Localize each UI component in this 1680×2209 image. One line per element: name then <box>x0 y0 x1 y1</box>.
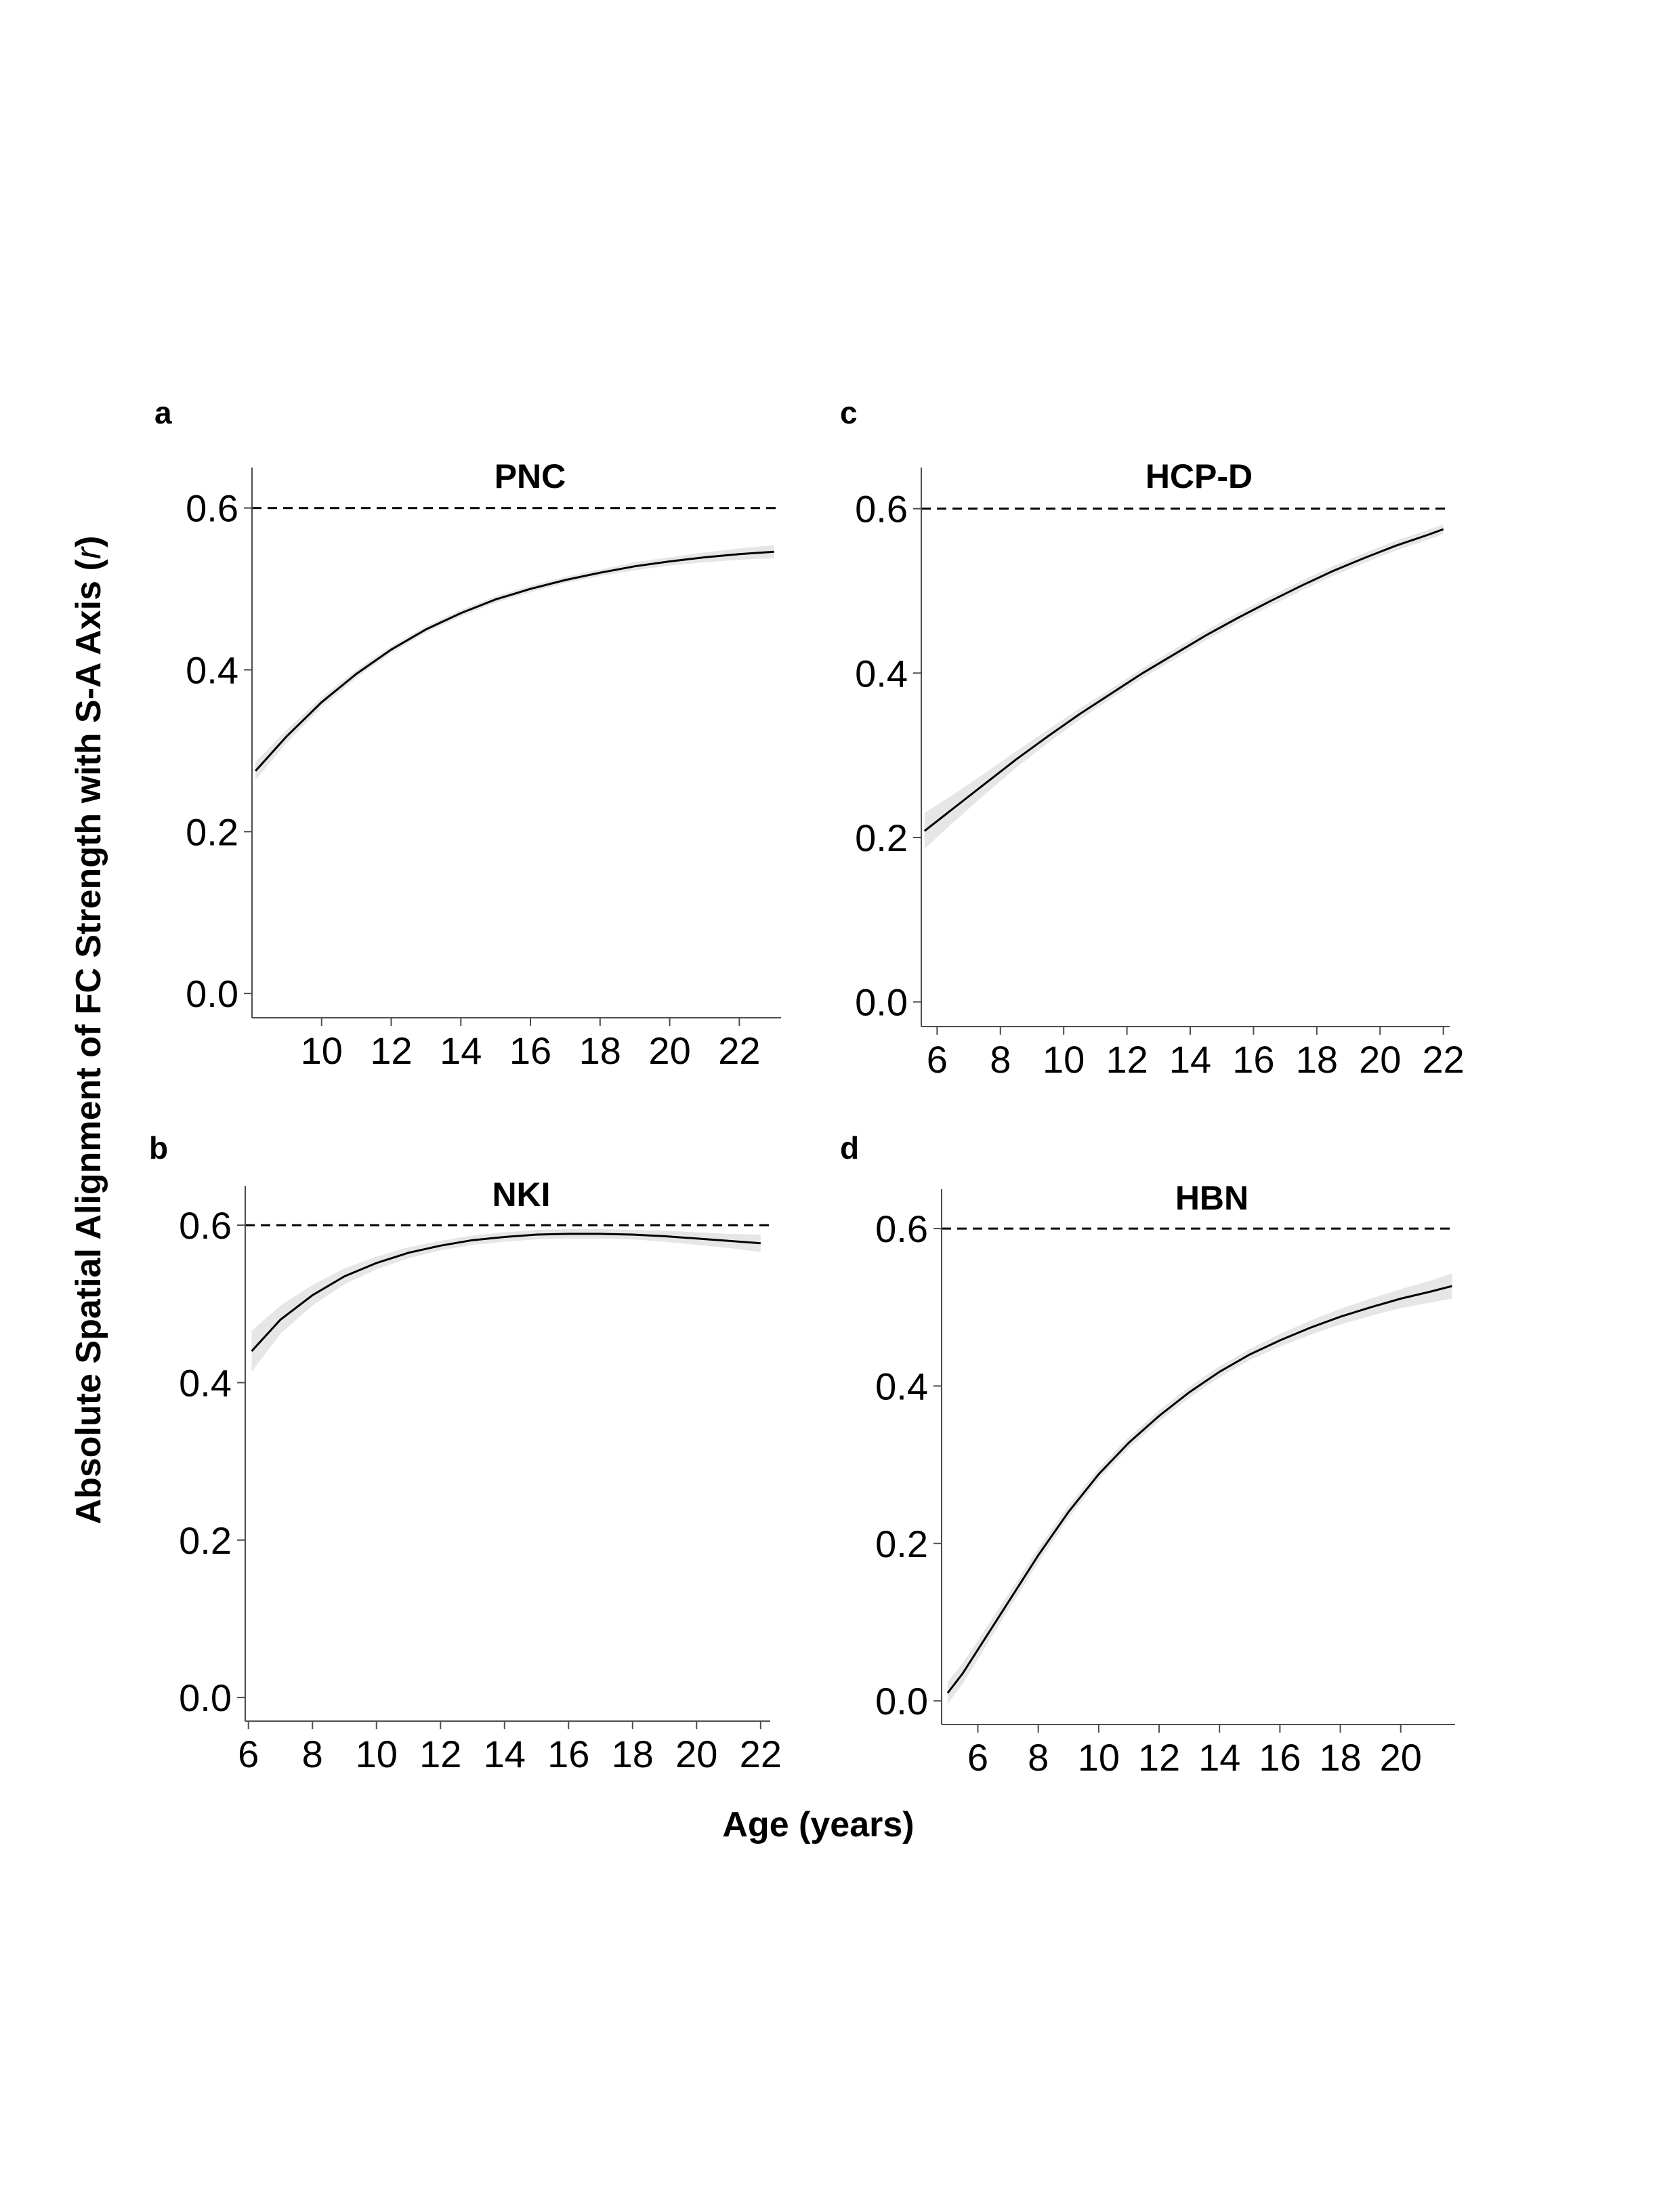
panel-c: c HCP-D 0.0 0.2 0.4 0.6 6 8 10 12 14 16 18 20 22 <box>840 395 1465 1081</box>
x-tick-label: 20 <box>1380 1736 1422 1779</box>
y-tick-label: 0.4 <box>855 652 908 695</box>
x-tick-label: 10 <box>356 1733 398 1775</box>
x-tick-label: 20 <box>675 1733 717 1775</box>
panel-a: a PNC 0.0 0.2 0.4 0.6 10 12 14 16 18 20 22 <box>154 395 781 1072</box>
x-tick-label: 22 <box>740 1733 782 1775</box>
y-tick-label: 0.2 <box>875 1523 928 1565</box>
x-tick-label: 6 <box>238 1733 259 1775</box>
fitted-line <box>923 528 1444 832</box>
panel-b: b NKI 0.0 0.2 0.4 0.6 6 8 10 12 14 16 18 20 22 <box>149 1130 782 1775</box>
y-axis-title-r: r <box>69 545 108 559</box>
confidence-band <box>947 1273 1452 1704</box>
confidence-band <box>251 1229 761 1372</box>
y-tick-label: 0.2 <box>855 817 908 859</box>
x-tick-label: 16 <box>1232 1038 1274 1081</box>
x-tick-label: 10 <box>1078 1736 1120 1779</box>
x-tick-label: 14 <box>484 1733 526 1775</box>
x-tick-label: 18 <box>612 1733 654 1775</box>
panel-title: HCP-D <box>1146 457 1253 495</box>
x-tick-label: 10 <box>301 1029 343 1072</box>
y-tick-label: 0.4 <box>875 1365 928 1407</box>
x-tick-label: 14 <box>440 1029 482 1072</box>
y-tick-label: 0.6 <box>179 1204 232 1247</box>
panel-letter: b <box>149 1130 168 1165</box>
x-tick-label: 16 <box>509 1029 551 1072</box>
x-tick-label: 22 <box>718 1029 760 1072</box>
x-tick-label: 20 <box>648 1029 690 1072</box>
x-tick-label: 10 <box>1043 1038 1085 1081</box>
panel-title: NKI <box>492 1176 550 1214</box>
x-tick-label: 14 <box>1198 1736 1240 1779</box>
x-tick-label: 8 <box>990 1038 1011 1081</box>
fitted-line <box>254 550 774 772</box>
y-tick-label: 0.0 <box>186 972 238 1015</box>
y-tick-label: 0.2 <box>186 810 238 853</box>
x-tick-label: 12 <box>419 1733 461 1775</box>
x-tick-label: 16 <box>547 1733 589 1775</box>
confidence-band <box>255 545 774 780</box>
y-tick-label: 0.6 <box>875 1207 928 1250</box>
y-tick-label: 0.0 <box>179 1676 232 1719</box>
x-tick-label: 18 <box>1296 1038 1338 1081</box>
x-tick-label: 18 <box>579 1029 621 1072</box>
x-tick-label: 12 <box>370 1029 412 1072</box>
x-tick-label: 12 <box>1138 1736 1180 1779</box>
x-tick-label: 12 <box>1106 1038 1148 1081</box>
x-tick-label: 6 <box>927 1038 948 1081</box>
y-tick-label: 0.6 <box>855 488 908 531</box>
panel-title: HBN <box>1175 1179 1248 1217</box>
x-tick-label: 14 <box>1169 1038 1211 1081</box>
panel-title: PNC <box>495 457 566 495</box>
fitted-line <box>251 1233 761 1353</box>
panel-d: d HBN 0.0 0.2 0.4 0.6 6 8 10 12 14 16 18 20 <box>840 1130 1455 1779</box>
x-tick-label: 16 <box>1259 1736 1301 1779</box>
y-axis-title-close: ) <box>69 536 108 548</box>
x-tick-label: 18 <box>1319 1736 1361 1779</box>
y-tick-label: 0.6 <box>186 487 238 530</box>
panel-letter: c <box>840 395 858 430</box>
x-tick-label: 8 <box>1028 1736 1049 1779</box>
y-tick-label: 0.4 <box>186 649 238 692</box>
y-axis-title-main: Absolute Spatial Alignment of FC Strengt… <box>69 559 108 1525</box>
y-tick-label: 0.4 <box>179 1361 232 1404</box>
x-tick-label: 8 <box>302 1733 323 1775</box>
y-tick-label: 0.0 <box>875 1680 928 1722</box>
panel-letter: a <box>154 395 172 430</box>
confidence-band <box>924 524 1444 849</box>
y-tick-label: 0.2 <box>179 1519 232 1562</box>
panel-letter: d <box>840 1130 859 1165</box>
y-axis-title: Absolute Spatial Alignment of FC Strengt… <box>69 536 108 1525</box>
x-tick-label: 20 <box>1359 1038 1401 1081</box>
x-tick-label: 6 <box>967 1736 988 1779</box>
y-tick-label: 0.0 <box>855 981 908 1024</box>
x-axis-title: Age (years) <box>722 1805 914 1844</box>
x-tick-label: 22 <box>1423 1038 1465 1081</box>
fitted-line <box>946 1285 1452 1694</box>
